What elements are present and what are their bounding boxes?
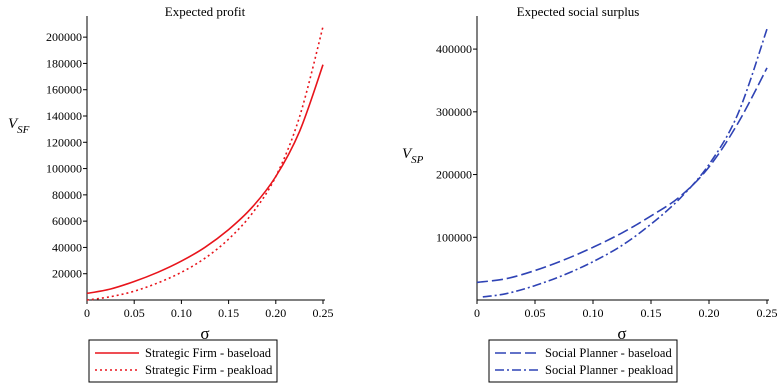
series-line-1 — [476, 67, 768, 284]
legend-label: Social Planner - peakload — [545, 363, 674, 377]
y-tick-label: 160000 — [46, 83, 82, 97]
x-tick-label: 0.20 — [699, 306, 720, 320]
legend-label: Social Planner - baseload — [545, 346, 672, 360]
y-axis-label-main: V — [8, 116, 19, 132]
series-line-1 — [86, 64, 324, 295]
x-tick-label: 0.20 — [265, 306, 286, 320]
chart-panel-1: Expected profit 0 0.05 0.10 0.15 0.20 0.25 2000… — [8, 4, 334, 383]
chart-title: Expected social surplus — [517, 4, 640, 19]
y-tick-label: 20000 — [52, 267, 82, 281]
x-tick-label: 0.15 — [641, 306, 662, 320]
x-axis-label: σ — [617, 324, 626, 343]
y-axis-label: VSF — [8, 116, 30, 136]
legend-label: Strategic Firm - baseload — [145, 346, 272, 360]
y-tick-label: 60000 — [52, 214, 82, 228]
chart-title: Expected profit — [165, 4, 246, 19]
x-tick-label: 0 — [84, 306, 90, 320]
legend-label: Strategic Firm - peakload — [145, 363, 273, 377]
legend-box — [88, 339, 278, 383]
x-tick-label: 0.10 — [583, 306, 604, 320]
y-tick-label: 120000 — [46, 135, 82, 149]
x-tick-label: 0.05 — [124, 306, 145, 320]
x-tick-label: 0.25 — [313, 306, 334, 320]
y-axis-label-main: V — [402, 146, 413, 162]
y-axis-label-sub: SF — [17, 124, 30, 136]
x-tick-label: 0.15 — [218, 306, 239, 320]
y-tick-label: 80000 — [52, 188, 82, 202]
y-tick-label: 40000 — [52, 240, 82, 254]
x-tick-label: 0.25 — [757, 306, 778, 320]
y-tick-label: 140000 — [46, 109, 82, 123]
x-tick-label: 0.05 — [525, 306, 546, 320]
series-line-2 — [86, 26, 324, 301]
y-tick-label: 200000 — [436, 168, 472, 182]
legend-box — [488, 339, 678, 383]
y-tick-label: 180000 — [46, 56, 82, 70]
y-tick-label: 200000 — [46, 30, 82, 44]
y-tick-label: 400000 — [436, 42, 472, 56]
y-tick-label: 100000 — [46, 162, 82, 176]
x-tick-label: 0 — [474, 306, 480, 320]
x-tick-label: 0.10 — [171, 306, 192, 320]
y-axis-label-sub: SP — [411, 154, 424, 166]
y-axis-label: VSP — [402, 146, 424, 166]
chart-panel-2: Expected social surplus 0 0.05 0.10 0.15 0.20… — [402, 4, 778, 383]
y-tick-label: 300000 — [436, 105, 472, 119]
series-line-2 — [482, 28, 768, 298]
x-axis-label: σ — [200, 324, 209, 343]
y-tick-label: 100000 — [436, 230, 472, 244]
